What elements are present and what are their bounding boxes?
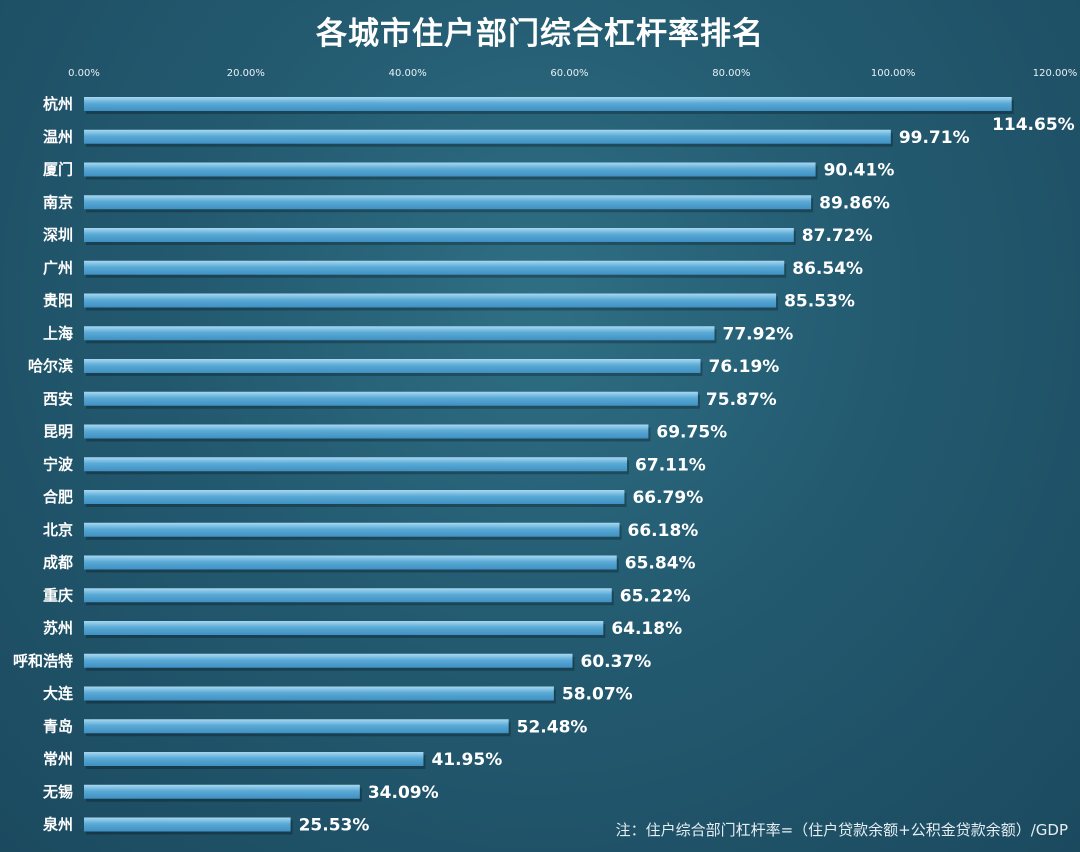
category-label: 杭州 bbox=[43, 95, 73, 113]
bar bbox=[84, 653, 573, 668]
bars-group: 杭州 114.65% 温州 99.71% 厦门 90.41% 南京 89.86% 深圳 87.72… bbox=[13, 95, 1075, 836]
value-label: 114.65% bbox=[992, 115, 1075, 135]
footnote: 注：住户综合部门杠杆率=（住户贷款余额+公积金贷款余额）/GDP bbox=[615, 821, 1068, 839]
bar bbox=[84, 490, 625, 504]
x-tick-label: 80.00% bbox=[712, 68, 750, 79]
x-tick-label: 40.00% bbox=[389, 68, 427, 79]
category-label: 大连 bbox=[43, 685, 74, 703]
bar bbox=[84, 621, 604, 635]
value-label: 25.53% bbox=[299, 816, 370, 836]
bar bbox=[84, 588, 612, 603]
category-label: 西安 bbox=[43, 390, 73, 408]
bar bbox=[84, 522, 620, 537]
bar bbox=[84, 195, 812, 210]
value-label: 77.92% bbox=[723, 324, 794, 344]
value-label: 66.79% bbox=[632, 488, 703, 508]
bar bbox=[84, 359, 701, 373]
bar bbox=[84, 457, 628, 472]
x-axis-ticks: 0.00% 20.00% 40.00% 60.00% 80.00% 100.00% 120.… bbox=[68, 68, 1077, 79]
value-label: 99.71% bbox=[899, 128, 970, 148]
bar bbox=[84, 752, 424, 766]
bar bbox=[84, 686, 554, 701]
chart-title: 各城市住户部门综合杠杆率排名 bbox=[316, 16, 764, 52]
value-label: 58.07% bbox=[562, 685, 633, 705]
bar bbox=[84, 424, 649, 439]
value-label: 67.11% bbox=[635, 455, 706, 475]
category-label: 深圳 bbox=[43, 226, 73, 244]
value-label: 60.37% bbox=[580, 652, 651, 672]
value-label: 34.09% bbox=[368, 783, 439, 803]
bar bbox=[84, 719, 509, 734]
category-label: 上海 bbox=[43, 324, 73, 342]
category-label: 广州 bbox=[43, 259, 73, 277]
category-label: 泉州 bbox=[42, 816, 73, 834]
bar bbox=[84, 555, 617, 570]
value-label: 76.19% bbox=[709, 357, 780, 377]
value-label: 86.54% bbox=[792, 259, 863, 279]
category-label: 哈尔滨 bbox=[28, 357, 73, 375]
x-tick-label: 120.00% bbox=[1033, 68, 1078, 79]
bar bbox=[84, 784, 360, 799]
bar bbox=[84, 97, 1012, 111]
bar bbox=[84, 162, 816, 177]
value-label: 87.72% bbox=[802, 226, 873, 246]
category-label: 青岛 bbox=[43, 717, 73, 735]
x-tick-label: 20.00% bbox=[227, 68, 265, 79]
value-label: 89.86% bbox=[819, 193, 890, 213]
category-label: 北京 bbox=[43, 521, 73, 539]
bar bbox=[84, 326, 715, 341]
value-label: 65.84% bbox=[625, 554, 696, 574]
category-label: 无锡 bbox=[42, 783, 73, 801]
value-label: 90.41% bbox=[824, 161, 895, 181]
value-label: 65.22% bbox=[620, 586, 691, 606]
value-label: 41.95% bbox=[431, 750, 502, 770]
x-tick-label: 100.00% bbox=[871, 68, 916, 79]
category-label: 温州 bbox=[43, 128, 73, 146]
bar bbox=[84, 129, 891, 144]
value-label: 66.18% bbox=[628, 521, 699, 541]
value-label: 52.48% bbox=[517, 717, 588, 737]
x-tick-label: 60.00% bbox=[550, 68, 588, 79]
value-label: 75.87% bbox=[706, 390, 777, 410]
category-label: 苏州 bbox=[43, 619, 73, 637]
bar bbox=[84, 817, 291, 832]
category-label: 呼和浩特 bbox=[13, 652, 73, 670]
value-label: 69.75% bbox=[656, 423, 727, 443]
bar bbox=[84, 260, 785, 275]
category-label: 南京 bbox=[43, 193, 73, 211]
category-label: 重庆 bbox=[43, 586, 73, 604]
bar bbox=[84, 391, 698, 406]
bar bbox=[84, 228, 794, 242]
x-tick-label: 0.00% bbox=[68, 68, 100, 79]
category-label: 常州 bbox=[43, 750, 73, 768]
category-label: 成都 bbox=[43, 554, 73, 572]
category-label: 宁波 bbox=[43, 455, 74, 473]
value-label: 64.18% bbox=[611, 619, 682, 639]
category-label: 昆明 bbox=[43, 423, 73, 441]
value-label: 85.53% bbox=[784, 292, 855, 312]
category-label: 合肥 bbox=[42, 488, 73, 506]
category-label: 厦门 bbox=[43, 161, 73, 179]
bar bbox=[84, 293, 777, 308]
category-label: 贵阳 bbox=[43, 292, 73, 310]
